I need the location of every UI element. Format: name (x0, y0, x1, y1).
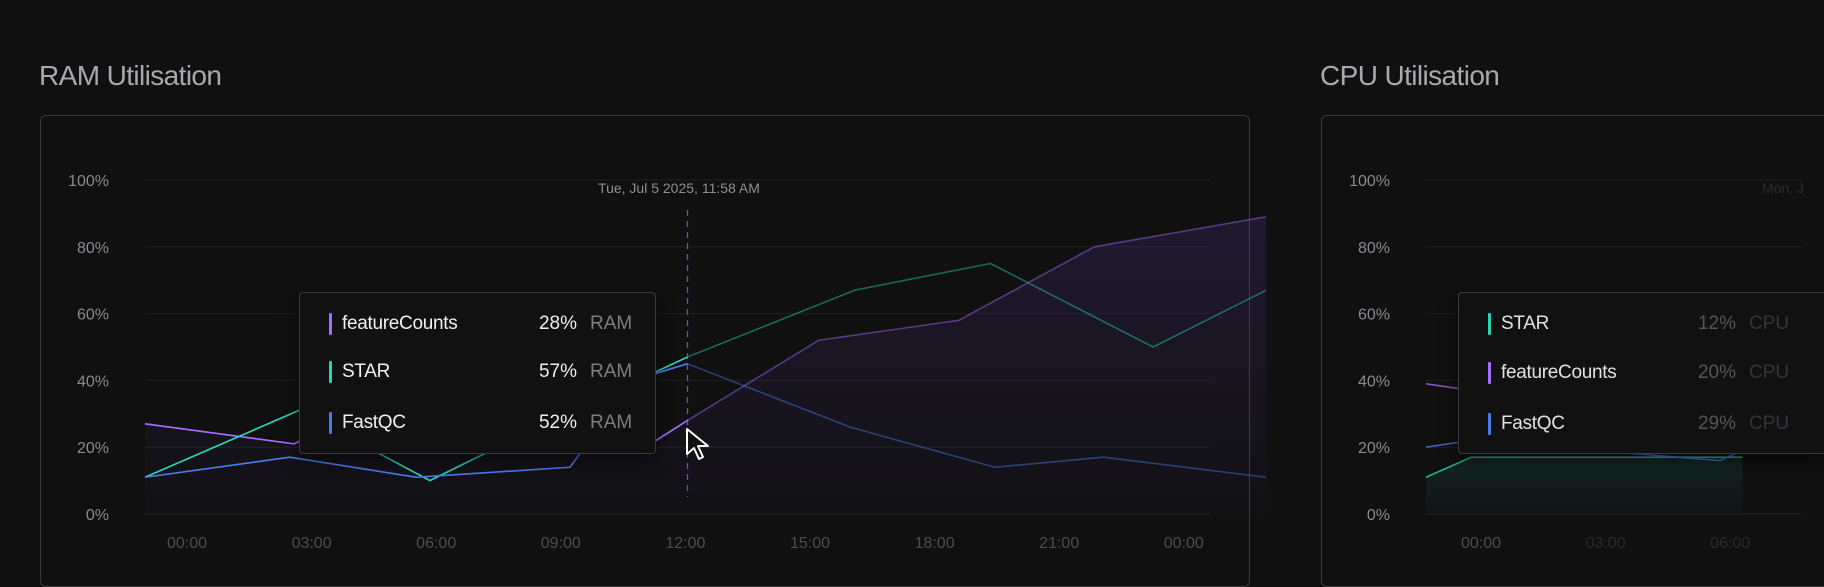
x-tick-label: 06:00 (416, 535, 456, 552)
x-tick-label: 03:00 (1586, 535, 1626, 552)
y-tick-label: 80% (77, 240, 109, 257)
series-name: FastQC (342, 412, 406, 433)
series-value: 52% (538, 412, 577, 433)
y-tick-label: 40% (77, 373, 109, 390)
y-tick-label: 100% (68, 173, 109, 190)
y-tick-label: 0% (86, 507, 109, 524)
series-swatch (329, 313, 332, 335)
series-name: FastQC (1501, 413, 1565, 434)
series-area-star (1426, 457, 1743, 514)
series-value: 12% (1697, 313, 1736, 334)
series-swatch (329, 412, 332, 434)
tooltip-row-star: STAR 12% CPU (1459, 310, 1824, 340)
tooltip-row-star: STAR 57% RAM (300, 358, 655, 388)
ram-chart: 0% 20% 40% 60% 80% 100% 00:00 03:00 06:00 09:00 12… (68, 173, 1267, 552)
y-tick-label: 40% (1358, 373, 1390, 390)
x-tick-label: 03:00 (292, 535, 332, 552)
x-tick-label: 06:00 (1710, 535, 1750, 552)
series-swatch (1488, 413, 1491, 435)
tooltip-row-featurecounts: featureCounts 20% CPU (1459, 359, 1824, 389)
y-tick-label: 20% (77, 440, 109, 457)
x-tick-label: 21:00 (1039, 535, 1079, 552)
series-swatch (1488, 313, 1491, 335)
cpu-hover-timestamp: Mon, J (1762, 180, 1804, 196)
series-unit: RAM (590, 313, 633, 334)
mouse-cursor-icon (686, 428, 709, 460)
series-unit: RAM (590, 412, 633, 433)
x-tick-label: 18:00 (915, 535, 955, 552)
series-line-star (1425, 456, 1743, 478)
series-value: 29% (1697, 413, 1736, 434)
series-value: 20% (1697, 362, 1736, 383)
tooltip-row-fastqc: FastQC 52% RAM (300, 409, 655, 439)
x-tick-label: 00:00 (1164, 535, 1204, 552)
series-unit: CPU (1749, 413, 1790, 434)
series-swatch (1488, 362, 1491, 384)
ram-panel-title: RAM Utilisation (39, 60, 222, 91)
series-value: 57% (538, 361, 577, 382)
y-tick-label: 80% (1358, 240, 1390, 257)
x-tick-label: 00:00 (1461, 535, 1501, 552)
x-tick-label: 09:00 (541, 535, 581, 552)
tooltip-row-fastqc: FastQC 29% CPU (1459, 410, 1824, 440)
cpu-panel-title: CPU Utilisation (1320, 60, 1500, 91)
x-tick-label: 15:00 (790, 535, 830, 552)
series-name: featureCounts (1501, 362, 1617, 383)
series-unit: RAM (590, 361, 633, 382)
y-tick-label: 60% (1358, 307, 1390, 324)
charts-svg: 0% 20% 40% 60% 80% 100% 00:00 03:00 06:00 09:00 12… (68, 173, 1804, 552)
y-tick-label: 0% (1367, 507, 1390, 524)
series-unit: CPU (1749, 362, 1790, 383)
x-tick-label: 12:00 (665, 535, 705, 552)
series-unit: CPU (1749, 313, 1790, 334)
y-tick-label: 100% (1349, 173, 1390, 190)
series-name: featureCounts (342, 313, 458, 334)
series-line-highlight-fastqc (144, 362, 688, 479)
series-swatch (329, 361, 332, 383)
ram-tooltip: featureCounts 28% RAM STAR 57% RAM FastQ… (299, 292, 656, 454)
y-tick-label: 20% (1358, 440, 1390, 457)
series-name: STAR (1501, 313, 1550, 334)
ram-hover-timestamp: Tue, Jul 5 2025, 11:58 AM (598, 180, 760, 196)
tooltip-row-featurecounts: featureCounts 28% RAM (300, 310, 655, 340)
cpu-tooltip: STAR 12% CPU featureCounts 20% CPU FastQ… (1458, 292, 1824, 454)
series-value: 28% (538, 313, 577, 334)
x-tick-label: 00:00 (167, 535, 207, 552)
series-name: STAR (342, 361, 391, 382)
y-tick-label: 60% (77, 307, 109, 324)
